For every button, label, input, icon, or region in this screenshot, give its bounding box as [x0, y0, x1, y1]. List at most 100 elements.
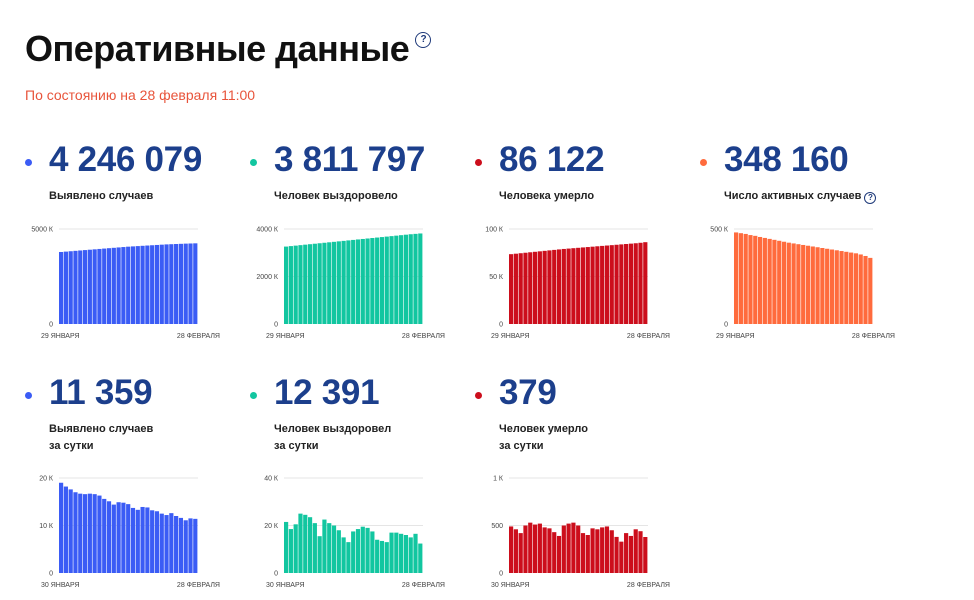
bar[interactable]: [624, 244, 629, 324]
bar[interactable]: [748, 235, 753, 324]
bar[interactable]: [628, 243, 634, 324]
bar[interactable]: [643, 242, 648, 324]
bar[interactable]: [188, 518, 193, 574]
bar[interactable]: [413, 233, 418, 324]
bar[interactable]: [762, 237, 767, 324]
bar[interactable]: [829, 249, 835, 324]
bar[interactable]: [532, 524, 538, 573]
bar[interactable]: [68, 489, 73, 573]
bar[interactable]: [781, 241, 787, 324]
bar[interactable]: [164, 244, 169, 324]
bar[interactable]: [370, 238, 375, 324]
bar[interactable]: [130, 507, 136, 573]
bar[interactable]: [174, 516, 179, 573]
bar[interactable]: [307, 517, 313, 573]
question-icon[interactable]: ?: [864, 192, 877, 204]
bar[interactable]: [284, 521, 289, 573]
bar[interactable]: [135, 509, 140, 573]
bar[interactable]: [126, 246, 131, 324]
bar[interactable]: [307, 244, 313, 324]
bar[interactable]: [403, 535, 409, 573]
bar[interactable]: [102, 248, 107, 324]
bar[interactable]: [638, 242, 643, 324]
bar[interactable]: [331, 241, 337, 324]
bar[interactable]: [178, 517, 184, 573]
bar[interactable]: [571, 522, 576, 573]
bar[interactable]: [619, 541, 624, 573]
bar[interactable]: [150, 510, 155, 573]
bar[interactable]: [619, 244, 624, 324]
bar[interactable]: [97, 248, 102, 324]
bar[interactable]: [571, 248, 576, 324]
bar[interactable]: [614, 536, 619, 573]
bar[interactable]: [303, 244, 308, 324]
bar[interactable]: [805, 245, 811, 324]
bar[interactable]: [78, 493, 83, 573]
bar[interactable]: [624, 533, 629, 573]
bar[interactable]: [868, 257, 873, 324]
bar[interactable]: [317, 243, 322, 324]
bar[interactable]: [355, 239, 361, 324]
bar[interactable]: [777, 240, 782, 324]
bar[interactable]: [111, 247, 116, 324]
bar[interactable]: [375, 539, 380, 573]
bar[interactable]: [312, 523, 317, 574]
bar[interactable]: [106, 501, 112, 573]
bar[interactable]: [130, 246, 136, 324]
bar[interactable]: [600, 245, 605, 324]
bar[interactable]: [188, 243, 193, 324]
bar[interactable]: [585, 247, 590, 324]
bar[interactable]: [346, 542, 351, 574]
bar[interactable]: [600, 527, 605, 573]
bar[interactable]: [604, 245, 610, 324]
bar[interactable]: [839, 251, 844, 324]
bar[interactable]: [365, 238, 370, 325]
bar[interactable]: [796, 244, 801, 324]
bar[interactable]: [820, 248, 825, 324]
bar[interactable]: [604, 526, 610, 573]
bar[interactable]: [576, 525, 581, 574]
bar[interactable]: [346, 240, 351, 324]
bar[interactable]: [590, 246, 595, 324]
bar[interactable]: [379, 540, 385, 573]
bar[interactable]: [863, 255, 868, 324]
bar[interactable]: [379, 237, 385, 324]
bar[interactable]: [389, 532, 394, 574]
bar[interactable]: [786, 242, 791, 324]
bar[interactable]: [590, 528, 595, 573]
bar[interactable]: [370, 531, 375, 573]
bar[interactable]: [532, 251, 538, 324]
bar[interactable]: [518, 533, 523, 573]
bar[interactable]: [399, 533, 404, 573]
bar[interactable]: [542, 527, 547, 573]
bar[interactable]: [360, 238, 365, 324]
bar[interactable]: [351, 531, 356, 573]
bar[interactable]: [513, 529, 518, 573]
bar[interactable]: [595, 529, 600, 573]
bar[interactable]: [116, 502, 121, 573]
bar[interactable]: [150, 245, 155, 324]
bar[interactable]: [284, 246, 289, 324]
bar[interactable]: [566, 248, 571, 324]
bar[interactable]: [312, 243, 317, 324]
bar[interactable]: [523, 525, 528, 574]
bar[interactable]: [595, 246, 600, 324]
bar[interactable]: [159, 513, 164, 574]
bar[interactable]: [585, 535, 590, 573]
bar[interactable]: [643, 537, 648, 573]
bar[interactable]: [556, 535, 562, 573]
bar[interactable]: [844, 251, 849, 324]
bar[interactable]: [734, 232, 739, 324]
bar[interactable]: [317, 536, 322, 573]
bar[interactable]: [82, 250, 88, 324]
bar[interactable]: [753, 235, 758, 324]
bar[interactable]: [801, 244, 806, 324]
bar[interactable]: [614, 244, 619, 324]
bar[interactable]: [552, 249, 557, 324]
bar[interactable]: [327, 523, 332, 574]
bar[interactable]: [580, 533, 586, 573]
bar[interactable]: [853, 253, 859, 324]
bar[interactable]: [399, 235, 404, 324]
bar[interactable]: [408, 234, 413, 324]
bar[interactable]: [140, 245, 145, 324]
